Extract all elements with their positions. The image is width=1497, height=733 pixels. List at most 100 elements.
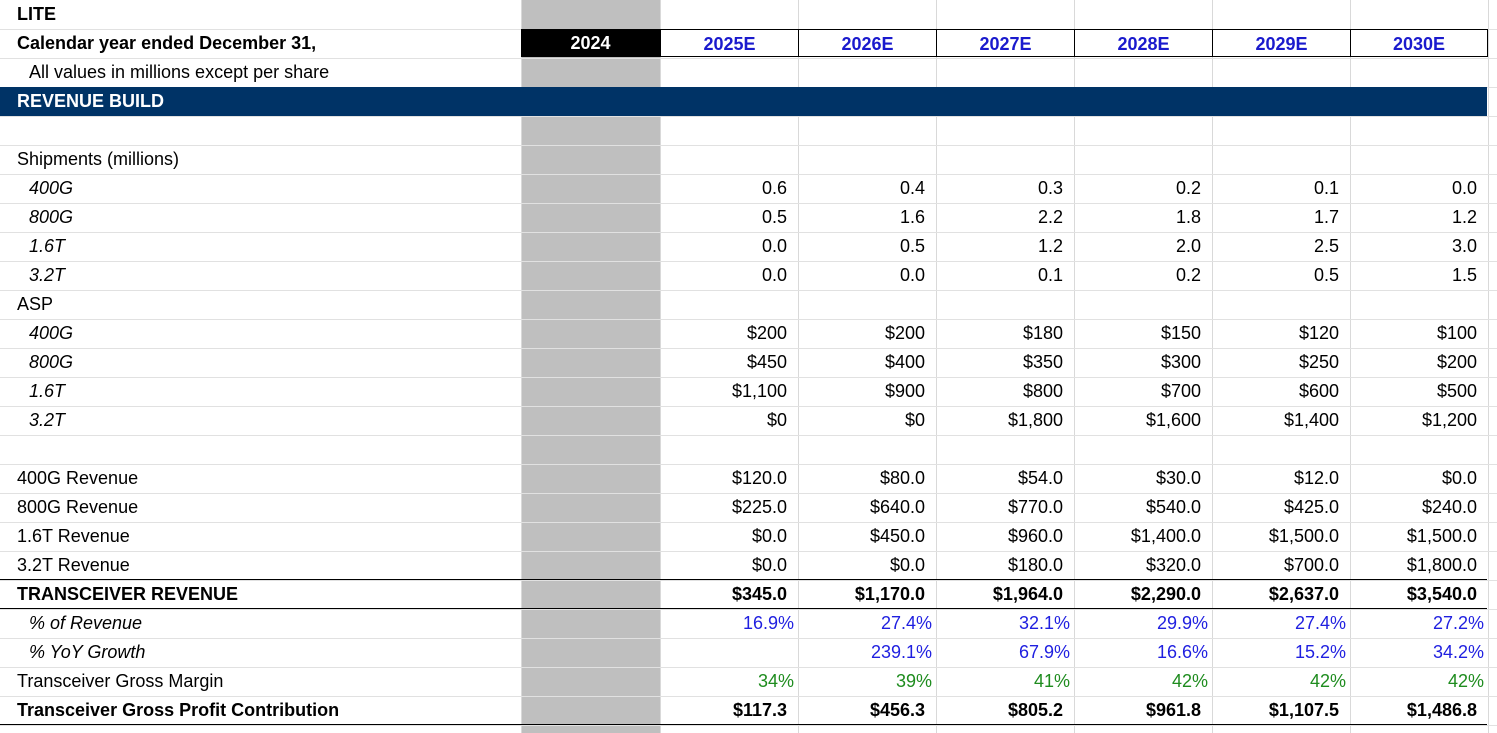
row-label[interactable]: 800G xyxy=(29,207,74,227)
value-cell[interactable]: $1,500.0 xyxy=(1406,526,1477,546)
value-cell[interactable]: 2.2 xyxy=(1037,207,1063,227)
period-label-cell[interactable]: Calendar year ended December 31, xyxy=(17,33,317,53)
value-cell[interactable]: $117.3 xyxy=(732,700,787,720)
value-cell[interactable]: 2.0 xyxy=(1175,236,1201,256)
units-note-cell[interactable]: All values in millions except per share xyxy=(29,62,330,82)
row-label[interactable]: Transceiver Gross Margin xyxy=(17,671,224,691)
value-cell[interactable]: 1.6 xyxy=(899,207,925,227)
value-cell[interactable]: 3.0 xyxy=(1451,236,1477,256)
value-cell[interactable]: $30.0 xyxy=(1155,468,1201,488)
value-cell[interactable]: 0.5 xyxy=(761,207,787,227)
value-cell[interactable]: $1,170.0 xyxy=(854,584,925,604)
value-cell[interactable]: 34% xyxy=(757,671,794,691)
value-cell[interactable]: 0.3 xyxy=(1037,178,1063,198)
value-cell[interactable]: $600 xyxy=(1298,381,1339,401)
row-label[interactable]: 400G Revenue xyxy=(17,468,139,488)
row-label[interactable]: 400G xyxy=(29,323,74,343)
value-cell[interactable]: $200 xyxy=(746,323,787,343)
value-cell[interactable]: 67.9% xyxy=(1018,642,1070,662)
value-cell[interactable]: 2.5 xyxy=(1313,236,1339,256)
value-cell[interactable]: 0.2 xyxy=(1175,265,1201,285)
year-header-2026e[interactable]: 2026E xyxy=(798,29,937,57)
row-label[interactable]: 400G xyxy=(29,178,74,198)
row-label[interactable]: 1.6T xyxy=(29,381,66,401)
value-cell[interactable]: 0.5 xyxy=(899,236,925,256)
value-cell[interactable]: $0.0 xyxy=(1441,468,1477,488)
value-cell[interactable]: 16.9% xyxy=(742,613,794,633)
value-cell[interactable] xyxy=(660,638,794,667)
value-cell[interactable]: $1,800 xyxy=(1007,410,1063,430)
value-cell[interactable]: $640.0 xyxy=(869,497,925,517)
value-cell[interactable]: $350 xyxy=(1022,352,1063,372)
value-cell[interactable]: $450.0 xyxy=(869,526,925,546)
value-cell[interactable]: 1.5 xyxy=(1451,265,1477,285)
value-cell[interactable]: $1,800.0 xyxy=(1406,555,1477,575)
value-cell[interactable]: $12.0 xyxy=(1293,468,1339,488)
value-cell[interactable]: $456.3 xyxy=(869,700,925,720)
row-label[interactable]: TRANSCEIVER REVENUE xyxy=(17,584,239,604)
year-header-2024[interactable]: 2024 xyxy=(521,29,660,57)
value-cell[interactable]: $225.0 xyxy=(731,497,787,517)
value-cell[interactable]: 29.9% xyxy=(1156,613,1208,633)
value-cell[interactable]: 42% xyxy=(1309,671,1346,691)
shipments-label[interactable]: Shipments (millions) xyxy=(17,149,180,169)
row-label[interactable]: Transceiver Gross Profit Contribution xyxy=(17,700,340,720)
value-cell[interactable]: $0 xyxy=(766,410,787,430)
row-label[interactable]: 1.6T Revenue xyxy=(17,526,130,546)
value-cell[interactable]: $800 xyxy=(1022,381,1063,401)
value-cell[interactable]: 27.4% xyxy=(880,613,932,633)
value-cell[interactable]: $1,100 xyxy=(731,381,787,401)
value-cell[interactable]: $1,486.8 xyxy=(1406,700,1477,720)
section-title[interactable]: REVENUE BUILD xyxy=(17,91,165,111)
value-cell[interactable]: 32.1% xyxy=(1018,613,1070,633)
asp-label[interactable]: ASP xyxy=(17,294,54,314)
value-cell[interactable]: $2,290.0 xyxy=(1130,584,1201,604)
row-label[interactable]: 800G Revenue xyxy=(17,497,139,517)
value-cell[interactable]: $3,540.0 xyxy=(1406,584,1477,604)
value-cell[interactable]: $180.0 xyxy=(1007,555,1063,575)
value-cell[interactable]: $300 xyxy=(1160,352,1201,372)
value-cell[interactable]: $0.0 xyxy=(751,526,787,546)
year-header-2025e[interactable]: 2025E xyxy=(660,29,799,57)
value-cell[interactable]: 41% xyxy=(1033,671,1070,691)
value-cell[interactable]: $770.0 xyxy=(1007,497,1063,517)
row-label[interactable]: 3.2T Revenue xyxy=(17,555,130,575)
value-cell[interactable]: 15.2% xyxy=(1294,642,1346,662)
value-cell[interactable]: 27.4% xyxy=(1294,613,1346,633)
value-cell[interactable]: 34.2% xyxy=(1432,642,1484,662)
value-cell[interactable]: 1.7 xyxy=(1313,207,1339,227)
value-cell[interactable]: $450 xyxy=(746,352,787,372)
value-cell[interactable]: $120 xyxy=(1298,323,1339,343)
value-cell[interactable]: 42% xyxy=(1171,671,1208,691)
value-cell[interactable]: $700.0 xyxy=(1283,555,1339,575)
row-label[interactable]: % YoY Growth xyxy=(29,642,146,662)
value-cell[interactable]: 0.1 xyxy=(1037,265,1063,285)
value-cell[interactable]: $320.0 xyxy=(1145,555,1201,575)
value-cell[interactable]: $120.0 xyxy=(731,468,787,488)
value-cell[interactable]: 239.1% xyxy=(870,642,932,662)
value-cell[interactable]: $0.0 xyxy=(889,555,925,575)
year-header-2027e[interactable]: 2027E xyxy=(936,29,1075,57)
value-cell[interactable]: 0.6 xyxy=(761,178,787,198)
value-cell[interactable]: 0.4 xyxy=(899,178,925,198)
value-cell[interactable]: $1,400.0 xyxy=(1130,526,1201,546)
ticker-cell[interactable]: LITE xyxy=(17,4,56,24)
value-cell[interactable]: 0.0 xyxy=(761,236,787,256)
value-cell[interactable]: 1.2 xyxy=(1451,207,1477,227)
value-cell[interactable]: $700 xyxy=(1160,381,1201,401)
value-cell[interactable]: $0 xyxy=(904,410,925,430)
value-cell[interactable]: $900 xyxy=(884,381,925,401)
row-label[interactable]: 1.6T xyxy=(29,236,66,256)
value-cell[interactable]: $425.0 xyxy=(1283,497,1339,517)
row-label[interactable]: % of Revenue xyxy=(29,613,143,633)
value-cell[interactable]: 0.5 xyxy=(1313,265,1339,285)
value-cell[interactable]: 27.2% xyxy=(1432,613,1484,633)
value-cell[interactable]: $961.8 xyxy=(1145,700,1201,720)
value-cell[interactable]: $2,637.0 xyxy=(1268,584,1339,604)
value-cell[interactable]: 0.0 xyxy=(761,265,787,285)
value-cell[interactable]: 16.6% xyxy=(1156,642,1208,662)
value-cell[interactable]: $1,500.0 xyxy=(1268,526,1339,546)
value-cell[interactable]: $54.0 xyxy=(1017,468,1063,488)
value-cell[interactable]: $0.0 xyxy=(751,555,787,575)
value-cell[interactable]: $1,200 xyxy=(1421,410,1477,430)
